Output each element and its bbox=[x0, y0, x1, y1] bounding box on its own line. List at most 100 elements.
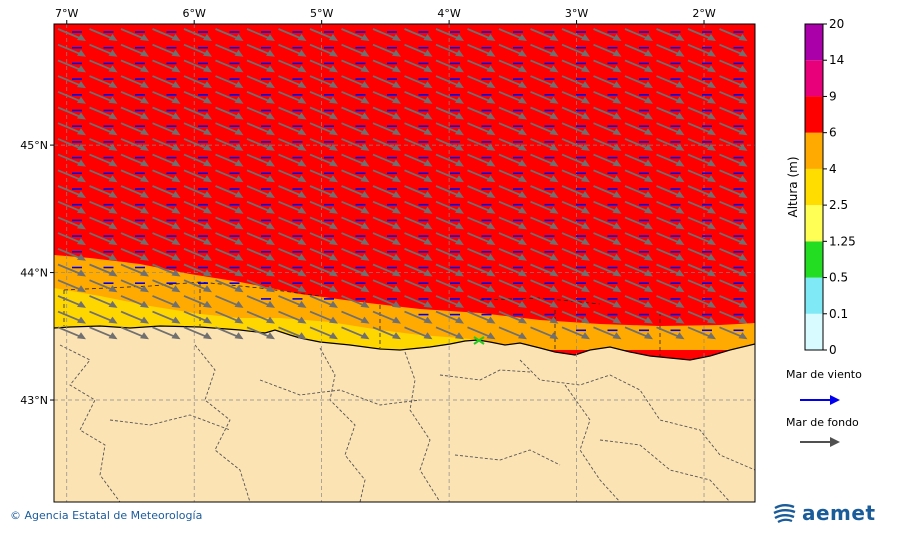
swell-arrow-head bbox=[455, 285, 464, 293]
swell-arrow-shaft bbox=[246, 106, 272, 119]
swell-arrow-head bbox=[707, 222, 716, 230]
swell-arrow-shaft bbox=[246, 279, 272, 292]
swell-arrow-shaft bbox=[656, 153, 681, 166]
swell-arrow-shaft bbox=[404, 279, 429, 292]
swell-arrow-head bbox=[612, 332, 622, 340]
swell-arrow-head bbox=[171, 159, 181, 167]
swell-arrow-head bbox=[297, 175, 307, 183]
swell-arrow-head bbox=[140, 65, 149, 73]
swell-arrow-shaft bbox=[435, 138, 461, 150]
swell-arrow-shaft bbox=[435, 326, 461, 339]
swell-arrow-head bbox=[392, 81, 401, 89]
swell-arrow-shaft bbox=[561, 216, 587, 229]
swell-arrow-shaft bbox=[215, 169, 240, 182]
swell-arrow-head bbox=[392, 253, 401, 261]
land-area bbox=[54, 326, 755, 502]
swell-arrow-head bbox=[77, 112, 86, 120]
swell-arrow-shaft bbox=[309, 122, 335, 135]
swell-arrow-head bbox=[297, 300, 307, 308]
swell-arrow-head bbox=[549, 143, 559, 151]
swell-arrow-shaft bbox=[246, 153, 272, 166]
swell-arrow-head bbox=[423, 175, 433, 183]
swell-arrow-shaft bbox=[341, 310, 366, 323]
swell-arrow-head bbox=[738, 159, 748, 167]
swell-arrow-head bbox=[644, 269, 653, 277]
swell-arrow-head bbox=[581, 285, 590, 293]
swell-arrow-head bbox=[360, 191, 370, 198]
swell-arrow-head bbox=[518, 269, 527, 277]
swell-arrow-shaft bbox=[561, 43, 587, 56]
swell-arrow-shaft bbox=[372, 153, 398, 166]
swell-arrow-shaft bbox=[404, 138, 429, 150]
swell-arrow-head bbox=[77, 96, 86, 104]
swell-arrow-shaft bbox=[498, 263, 524, 276]
colorbar-segment bbox=[805, 60, 823, 97]
swell-arrow-shaft bbox=[530, 138, 555, 150]
swell-arrow-shaft bbox=[687, 122, 713, 135]
swell-arrow-shaft bbox=[152, 232, 177, 244]
swell-arrow-shaft bbox=[278, 90, 303, 103]
swell-arrow-head bbox=[234, 269, 244, 277]
lon-tick-label: 3°W bbox=[565, 7, 588, 20]
swell-arrow-shaft bbox=[246, 90, 272, 103]
swell-arrow-head bbox=[77, 49, 86, 57]
swell-arrow-head bbox=[675, 112, 685, 120]
swell-arrow-head bbox=[612, 191, 622, 198]
swell-arrow-shaft bbox=[656, 310, 681, 323]
swell-arrow-head bbox=[266, 49, 275, 57]
swell-arrow-head bbox=[140, 81, 149, 89]
swell-arrow-shaft bbox=[309, 263, 335, 276]
aemet-logo[interactable]: aemet bbox=[772, 500, 876, 526]
lon-tick-label: 7°W bbox=[55, 7, 78, 20]
swell-arrow-shaft bbox=[152, 200, 177, 213]
swell-arrow-head bbox=[140, 300, 149, 308]
swell-arrow-shaft bbox=[404, 247, 429, 260]
swell-arrow-head bbox=[77, 143, 86, 151]
swell-arrow-head bbox=[171, 285, 181, 293]
swell-arrow-head bbox=[108, 300, 118, 308]
swell-arrow-shaft bbox=[561, 28, 587, 40]
swell-arrow-shaft bbox=[530, 28, 555, 40]
swell-arrow-head bbox=[581, 49, 590, 57]
swell-arrow-shaft bbox=[656, 232, 681, 244]
swell-arrow-head bbox=[234, 238, 244, 246]
swell-arrow-shaft bbox=[624, 185, 650, 197]
swell-arrow-head bbox=[707, 175, 716, 183]
swell-arrow-shaft bbox=[719, 138, 744, 150]
swell-arrow-shaft bbox=[719, 326, 744, 339]
swell-arrow-shaft bbox=[435, 90, 461, 103]
swell-arrow-shaft bbox=[561, 263, 587, 276]
swell-arrow-head bbox=[171, 316, 181, 324]
swell-arrow-shaft bbox=[89, 59, 114, 72]
swell-arrow-head bbox=[486, 112, 496, 120]
swell-arrow-head bbox=[612, 300, 622, 308]
swell-arrow-shaft bbox=[183, 43, 209, 56]
copyright-notice[interactable]: © Agencia Estatal de Meteorología bbox=[10, 509, 203, 522]
swell-arrow-shaft bbox=[372, 138, 398, 150]
swell-arrow-head bbox=[392, 112, 401, 120]
swell-arrow-head bbox=[360, 269, 370, 277]
swell-arrow-shaft bbox=[120, 122, 146, 135]
swell-arrow-shaft bbox=[372, 247, 398, 260]
swell-arrow-head bbox=[329, 81, 338, 89]
swell-arrow-shaft bbox=[278, 106, 303, 119]
swell-arrow-head bbox=[108, 316, 118, 324]
swell-arrow-head bbox=[518, 143, 527, 151]
swell-arrow-head bbox=[77, 159, 86, 167]
swell-arrow-shaft bbox=[246, 232, 272, 244]
swell-arrow-head bbox=[392, 269, 401, 277]
swell-arrow-shaft bbox=[687, 59, 713, 72]
swell-arrow-shaft bbox=[278, 59, 303, 72]
swell-arrow-shaft bbox=[593, 43, 618, 56]
swell-arrow-head bbox=[234, 222, 244, 230]
swell-arrow-shaft bbox=[278, 310, 303, 323]
swell-arrow-shaft bbox=[687, 169, 713, 182]
swell-arrow-shaft bbox=[656, 247, 681, 260]
swell-arrow-shaft bbox=[624, 200, 650, 213]
swell-arrow-head bbox=[77, 300, 86, 308]
swell-arrow-shaft bbox=[309, 138, 335, 150]
swell-arrow-head bbox=[738, 316, 748, 324]
swell-arrow-head bbox=[329, 96, 338, 104]
swell-arrow-shaft bbox=[530, 122, 555, 135]
swell-arrow-head bbox=[549, 34, 559, 41]
